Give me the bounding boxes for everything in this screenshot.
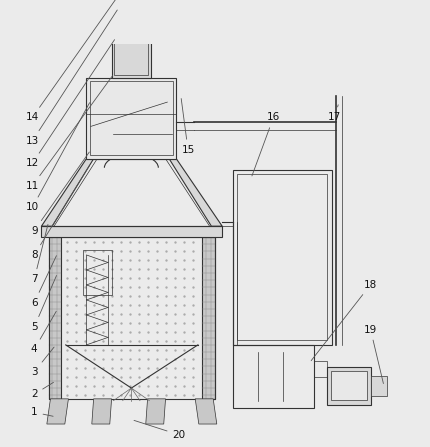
Text: 9: 9 (31, 152, 89, 236)
Text: 5: 5 (31, 275, 56, 332)
Text: 8: 8 (31, 165, 89, 260)
Text: 17: 17 (328, 105, 341, 122)
Bar (119, 0, 144, 3)
Text: 14: 14 (26, 0, 119, 122)
Bar (49, 237, 215, 399)
Text: 2: 2 (31, 382, 53, 399)
Bar (112, 28, 151, 78)
Bar (86, 78, 176, 159)
Bar (112, 6, 151, 25)
Polygon shape (195, 399, 217, 424)
Text: 4: 4 (31, 311, 56, 354)
Bar (233, 169, 332, 345)
Bar (108, 3, 155, 28)
Bar (237, 174, 327, 341)
Polygon shape (169, 159, 222, 226)
Text: 3: 3 (31, 347, 54, 377)
Bar (203, 237, 215, 399)
Text: 6: 6 (31, 256, 56, 308)
Bar (41, 226, 222, 237)
Text: 20: 20 (134, 420, 186, 440)
Text: 15: 15 (181, 98, 195, 155)
Bar (314, 361, 327, 377)
Bar (371, 376, 387, 396)
Bar (331, 371, 367, 400)
Text: 12: 12 (26, 40, 114, 168)
Bar (49, 237, 61, 399)
Bar (90, 81, 173, 155)
Polygon shape (41, 159, 94, 226)
Text: 13: 13 (26, 10, 117, 146)
Text: 19: 19 (364, 325, 384, 384)
Text: 1: 1 (31, 407, 53, 417)
Bar (114, 31, 148, 75)
Text: 7: 7 (31, 224, 48, 284)
Bar (327, 367, 371, 405)
Polygon shape (146, 399, 166, 424)
Text: 16: 16 (252, 112, 280, 176)
Text: 10: 10 (26, 103, 89, 212)
Bar (233, 345, 314, 408)
Bar (83, 250, 112, 295)
Text: 18: 18 (311, 280, 377, 361)
Polygon shape (92, 399, 112, 424)
Text: 11: 11 (26, 76, 113, 191)
Polygon shape (47, 399, 68, 424)
